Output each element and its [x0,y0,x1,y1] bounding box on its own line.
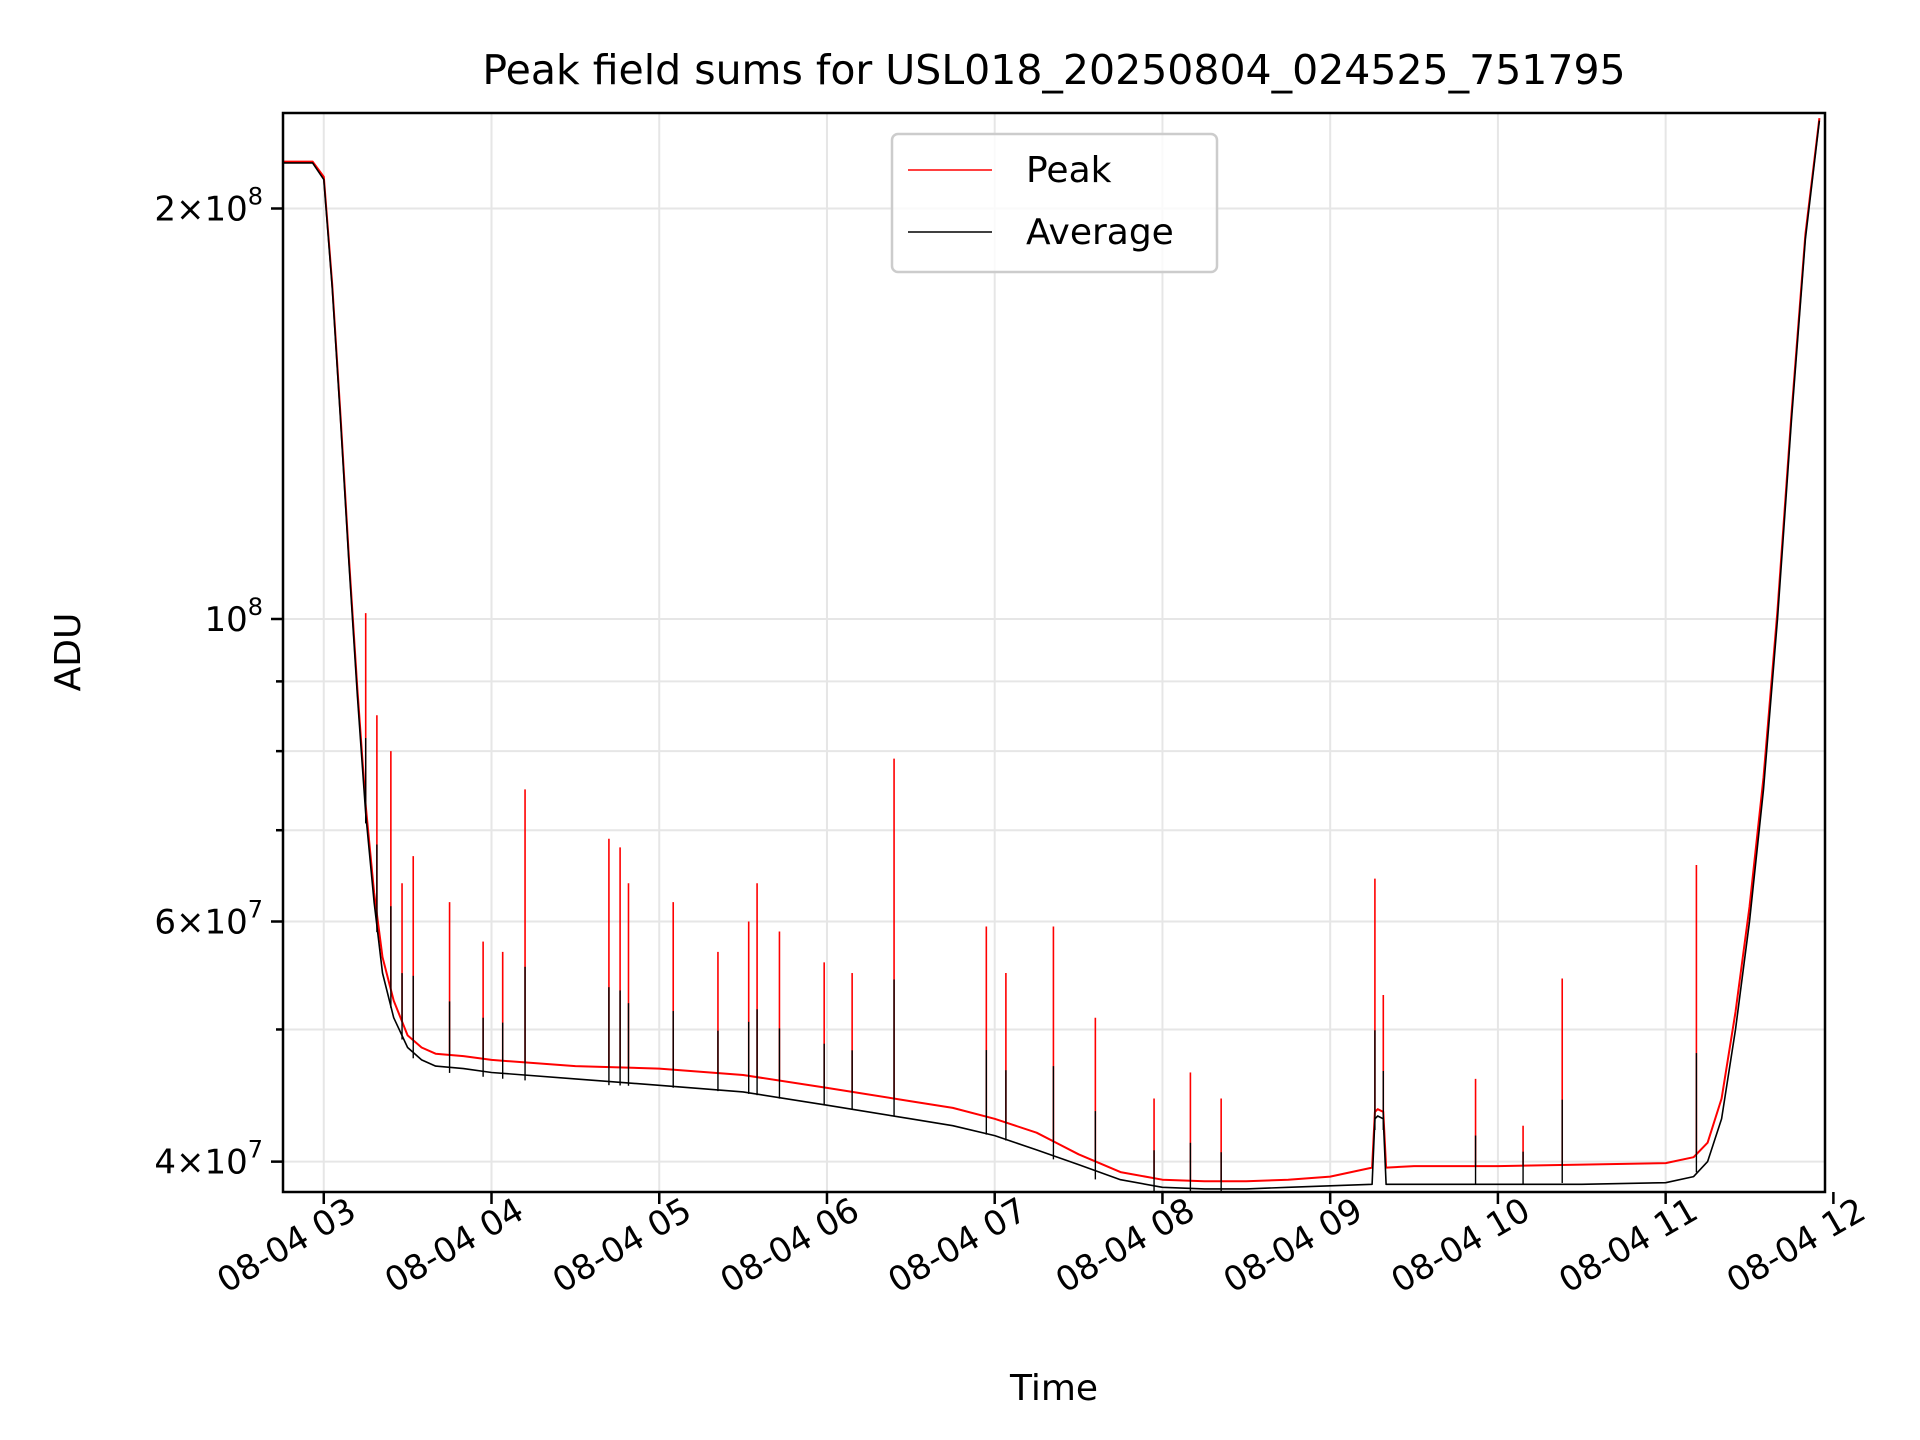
y-axis: 4×107 6×107 108 2×108 [154,183,283,1183]
series-line-peak [283,117,1821,1183]
y-tick-label: 4×107 [154,1136,263,1183]
y-tick-label: 108 [204,593,263,640]
y-tick-label: 2×108 [154,183,263,230]
legend-label-average: Average [1026,212,1174,253]
y-axis-label: ADU [48,613,89,692]
plot-area [283,117,1821,1192]
series-line-average [283,120,1821,1190]
y-tick-label: 6×107 [154,896,263,943]
legend-label-peak: Peak [1026,150,1112,191]
x-axis-label: Time [1009,1368,1098,1409]
axes-frame [281,111,1827,1194]
legend-box [890,132,1219,274]
chart-title: Peak field sums for USL018_20250804_0245… [482,46,1625,94]
legend: Peak Average [890,132,1219,274]
